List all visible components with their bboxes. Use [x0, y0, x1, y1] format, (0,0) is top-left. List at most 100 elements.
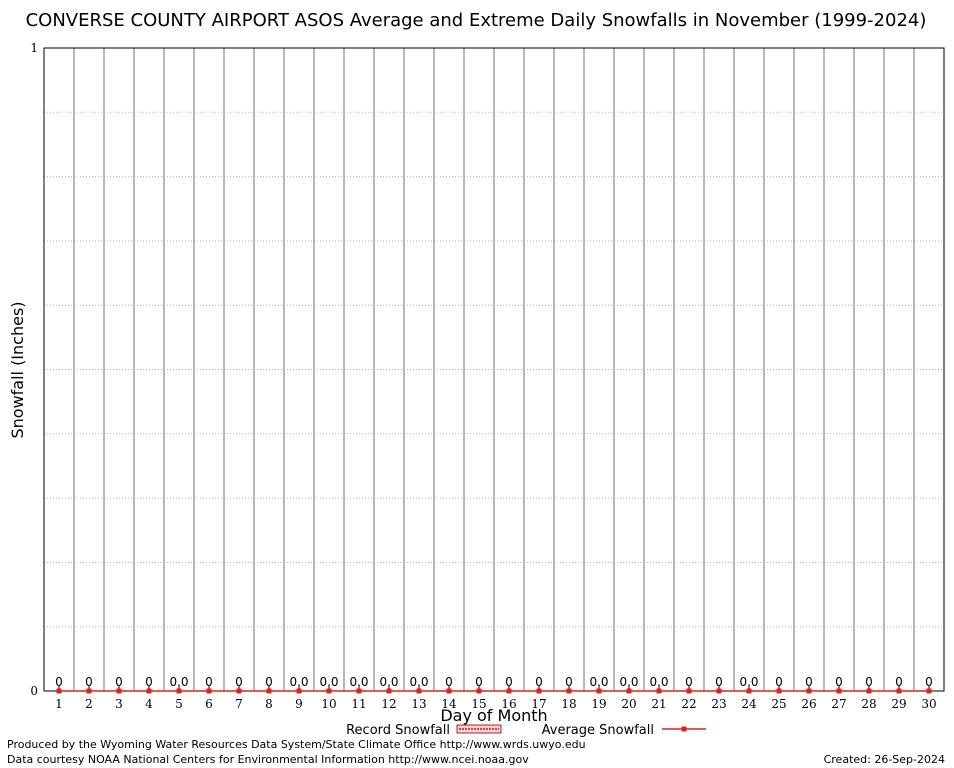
data-label: 0	[865, 675, 873, 689]
average-snowfall-point	[656, 688, 662, 694]
data-label: 0	[805, 675, 813, 689]
average-snowfall-point	[746, 688, 752, 694]
average-snowfall-point	[806, 688, 812, 694]
data-label: 0.0	[649, 675, 668, 689]
x-tick-label: 6	[205, 697, 213, 711]
footer-created-date: Created: 26-Sep-2024	[824, 753, 945, 766]
x-tick-label: 13	[411, 697, 426, 711]
average-snowfall-point	[716, 688, 722, 694]
legend-record-label: Record Snowfall	[346, 723, 450, 738]
x-tick-label: 28	[861, 697, 876, 711]
data-label: 0	[835, 675, 843, 689]
y-tick-label: 0	[30, 684, 38, 698]
average-snowfall-point	[146, 688, 152, 694]
x-tick-label: 24	[741, 697, 757, 711]
average-snowfall-point	[296, 688, 302, 694]
data-label: 0	[685, 675, 693, 689]
average-snowfall-point	[86, 688, 92, 694]
legend-average-label: Average Snowfall	[542, 723, 654, 738]
grid-lines	[44, 48, 944, 691]
data-label: 0.0	[289, 675, 308, 689]
average-snowfall-point	[116, 688, 122, 694]
x-tick-label: 17	[531, 697, 546, 711]
average-snowfall-point	[176, 688, 182, 694]
average-snowfall-point	[566, 688, 572, 694]
data-label: 0	[85, 675, 93, 689]
x-tick-label: 25	[771, 697, 786, 711]
data-label: 0	[445, 675, 453, 689]
x-tick-label: 27	[831, 697, 846, 711]
average-snowfall-point	[506, 688, 512, 694]
x-tick-label: 26	[801, 697, 816, 711]
x-tick-label: 3	[115, 697, 123, 711]
legend: Record Snowfall Average Snowfall	[346, 723, 706, 738]
data-label: 0	[895, 675, 903, 689]
average-snowfall-point	[236, 688, 242, 694]
average-snowfall-point	[386, 688, 392, 694]
x-tick-label: 9	[295, 697, 303, 711]
data-label: 0	[775, 675, 783, 689]
data-label: 0	[235, 675, 243, 689]
chart-title: CONVERSE COUNTY AIRPORT ASOS Average and…	[26, 10, 927, 31]
x-tick-label: 18	[561, 697, 576, 711]
data-label: 0	[265, 675, 273, 689]
x-tick-label: 23	[711, 697, 726, 711]
average-snowfall-point	[896, 688, 902, 694]
x-tick-label: 20	[621, 697, 636, 711]
x-tick-label: 12	[381, 697, 396, 711]
average-snowfall-point	[686, 688, 692, 694]
data-label: 0.0	[169, 675, 188, 689]
data-label: 0	[145, 675, 153, 689]
average-snowfall-point	[836, 688, 842, 694]
x-tick-label: 29	[891, 697, 906, 711]
data-label: 0.0	[379, 675, 398, 689]
data-label: 0	[925, 675, 933, 689]
x-tick-label: 8	[265, 697, 273, 711]
x-tick-label: 1	[55, 697, 63, 711]
data-label: 0	[565, 675, 573, 689]
x-tick-label: 7	[235, 697, 243, 711]
average-snowfall-point	[356, 688, 362, 694]
data-label: 0	[115, 675, 123, 689]
y-axis-ticks: 01	[30, 41, 38, 698]
data-label: 0.0	[349, 675, 368, 689]
data-label: 0	[475, 675, 483, 689]
average-snowfall-point	[776, 688, 782, 694]
average-snowfall-point	[626, 688, 632, 694]
average-snowfall-point	[446, 688, 452, 694]
average-snowfall-point	[596, 688, 602, 694]
legend-average-marker	[681, 726, 687, 732]
x-tick-label: 10	[321, 697, 336, 711]
data-label: 0	[535, 675, 543, 689]
data-label: 0	[55, 675, 63, 689]
x-tick-label: 22	[681, 697, 696, 711]
x-tick-label: 21	[651, 697, 666, 711]
x-tick-label: 15	[471, 697, 486, 711]
average-snowfall-point	[416, 688, 422, 694]
y-tick-label: 1	[30, 41, 38, 55]
data-label: 0	[205, 675, 213, 689]
data-label: 0.0	[319, 675, 338, 689]
x-tick-label: 5	[175, 697, 183, 711]
footer-produced-by: Produced by the Wyoming Water Resources …	[7, 738, 586, 751]
x-tick-label: 30	[921, 697, 936, 711]
x-axis-ticks: 1 2 3 4 5 6 7 8 9 10 11 12 13 14 15 16 17 18 19 20 21 22 23 24 2…	[55, 686, 937, 711]
average-snowfall-point	[536, 688, 542, 694]
x-tick-label: 2	[85, 697, 93, 711]
average-snowfall-point	[866, 688, 872, 694]
x-tick-label: 16	[501, 697, 516, 711]
footer-data-courtesy: Data courtesy NOAA National Centers for …	[7, 753, 529, 766]
x-tick-label: 19	[591, 697, 606, 711]
data-label: 0	[505, 675, 513, 689]
average-snowfall-point	[326, 688, 332, 694]
data-label: 0.0	[409, 675, 428, 689]
average-snowfall-point	[476, 688, 482, 694]
y-axis-label: Snowfall (Inches)	[8, 301, 27, 438]
data-labels: 0 0 0 0 0.0 0 0 0 0.0 0.0 0.0 0.0 0.0 0 0 0 0 0 0.0 0.0 0.0 0…	[55, 675, 933, 689]
data-label: 0	[715, 675, 723, 689]
data-label: 0.0	[619, 675, 638, 689]
x-axis-label: Day of Month	[440, 706, 547, 725]
average-snowfall-line	[56, 688, 932, 694]
data-label: 0.0	[739, 675, 758, 689]
